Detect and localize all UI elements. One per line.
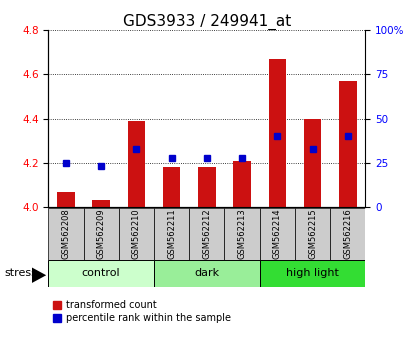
Bar bbox=[154, 208, 189, 260]
Bar bbox=[339, 81, 357, 207]
Bar bbox=[260, 260, 365, 287]
Title: GDS3933 / 249941_at: GDS3933 / 249941_at bbox=[123, 14, 291, 30]
Text: GSM562209: GSM562209 bbox=[97, 209, 106, 259]
Text: GSM562208: GSM562208 bbox=[61, 209, 71, 259]
Bar bbox=[92, 200, 110, 207]
Bar bbox=[295, 208, 330, 260]
Polygon shape bbox=[32, 267, 46, 283]
Text: dark: dark bbox=[194, 268, 219, 279]
Bar bbox=[233, 161, 251, 207]
Text: GSM562214: GSM562214 bbox=[273, 209, 282, 259]
Text: GSM562211: GSM562211 bbox=[167, 209, 176, 259]
Text: GSM562210: GSM562210 bbox=[132, 209, 141, 259]
Bar bbox=[119, 208, 154, 260]
Bar bbox=[198, 167, 215, 207]
Text: GSM562216: GSM562216 bbox=[343, 209, 352, 259]
Text: high light: high light bbox=[286, 268, 339, 279]
Text: GSM562213: GSM562213 bbox=[238, 209, 247, 259]
Bar bbox=[48, 260, 154, 287]
Bar bbox=[268, 59, 286, 207]
Bar bbox=[260, 208, 295, 260]
Bar bbox=[84, 208, 119, 260]
Bar bbox=[163, 167, 181, 207]
Bar bbox=[189, 208, 224, 260]
Legend: transformed count, percentile rank within the sample: transformed count, percentile rank withi… bbox=[53, 301, 231, 323]
Bar bbox=[224, 208, 260, 260]
Bar bbox=[128, 121, 145, 207]
Text: GSM562212: GSM562212 bbox=[202, 209, 211, 259]
Bar bbox=[304, 119, 321, 207]
Text: GSM562215: GSM562215 bbox=[308, 209, 317, 259]
Bar bbox=[330, 208, 365, 260]
Bar bbox=[57, 192, 75, 207]
Text: stress: stress bbox=[4, 268, 37, 279]
Bar bbox=[154, 260, 260, 287]
Text: control: control bbox=[82, 268, 121, 279]
Bar bbox=[48, 208, 84, 260]
